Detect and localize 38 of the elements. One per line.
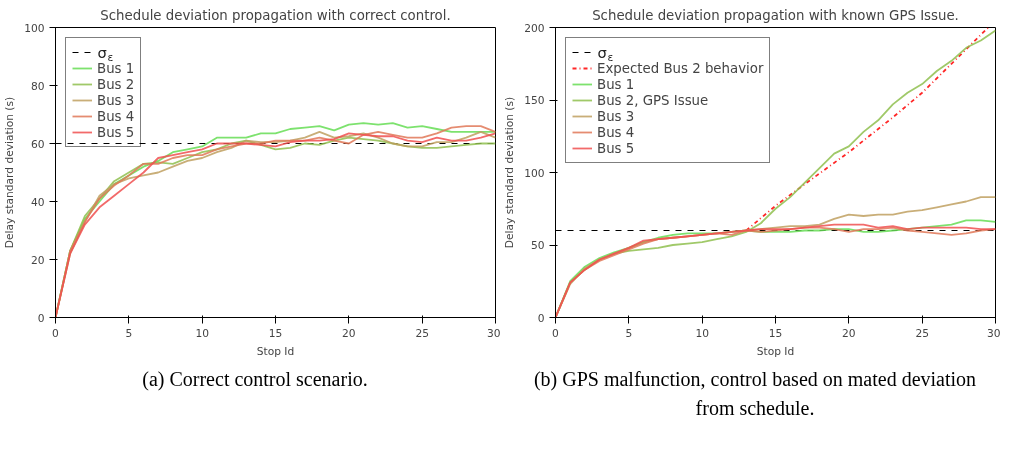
y-tick-label: 100 bbox=[524, 166, 545, 180]
y-tick-label: 0 bbox=[37, 311, 45, 325]
x-tick-label: 5 bbox=[625, 326, 633, 340]
y-tick-label: 80 bbox=[30, 79, 45, 93]
x-tick-label: 30 bbox=[986, 326, 1001, 340]
x-tick-label: 0 bbox=[552, 326, 560, 340]
y-tick-label: 40 bbox=[30, 195, 45, 209]
text: (a) Correct control scenario. bbox=[142, 367, 368, 393]
y-axis-title: Delay standard deviation (s) bbox=[503, 96, 517, 249]
legend-label: Bus 5 bbox=[97, 124, 135, 140]
x-axis-title: Stop Id bbox=[256, 344, 295, 358]
legend-label: Bus 3 bbox=[97, 92, 135, 108]
x-tick-label: 10 bbox=[695, 326, 710, 340]
y-tick-label: 0 bbox=[537, 311, 545, 325]
x-tick-label: 25 bbox=[415, 326, 429, 340]
y-axis-title: Delay standard deviation (s) bbox=[3, 96, 17, 249]
x-tick-label: 30 bbox=[486, 326, 501, 340]
chart-title: Schedule deviation propagation with known GPS Issue. bbox=[592, 7, 959, 23]
y-tick-label: 200 bbox=[524, 21, 545, 35]
x-tick-label: 10 bbox=[195, 326, 210, 340]
y-tick-label: 50 bbox=[530, 239, 545, 252]
x-tick-label: 15 bbox=[268, 326, 283, 340]
x-tick-label: 20 bbox=[842, 326, 856, 340]
x-tick-label: 25 bbox=[915, 326, 929, 340]
chart-title: Schedule deviation propagation with correct control. bbox=[100, 7, 451, 23]
text: (b) GPS malfunction, control based on mated deviation from schedule. bbox=[532, 367, 978, 421]
y-tick-label: 60 bbox=[30, 137, 45, 151]
x-tick-label: 15 bbox=[768, 326, 783, 340]
y-tick-label: 100 bbox=[24, 21, 45, 35]
x-tick-label: 5 bbox=[125, 326, 133, 340]
y-tick-label: 20 bbox=[30, 253, 45, 267]
x-axis-title: Stop Id bbox=[756, 344, 795, 358]
legend-label: Bus 2 bbox=[97, 76, 135, 92]
x-tick-label: 20 bbox=[342, 326, 356, 340]
legend-label: Bus 4 bbox=[97, 108, 135, 124]
legend-label: Bus 1 bbox=[97, 60, 135, 76]
y-tick-label: 150 bbox=[524, 94, 545, 107]
x-tick-label: 0 bbox=[52, 326, 60, 340]
